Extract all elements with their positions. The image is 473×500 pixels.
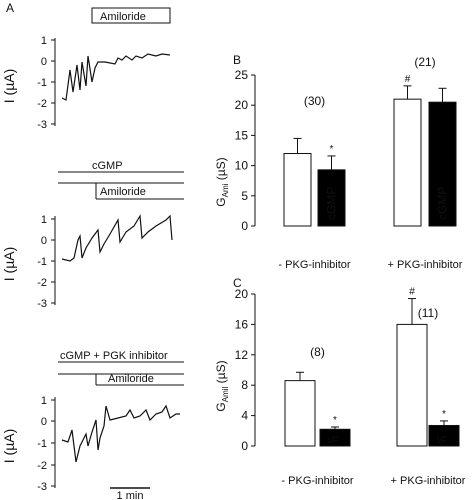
chartc-ytick-label: 8 <box>241 378 248 392</box>
chartb-ytick-label: 20 <box>235 98 249 112</box>
chartb-bar <box>317 169 346 227</box>
chartc-bar <box>428 424 460 447</box>
panel-b-label: B <box>233 53 241 67</box>
chartc-bar-label: I/F <box>437 435 448 445</box>
chartb-bar <box>428 101 457 227</box>
chartc-significance-marker: # <box>409 287 415 298</box>
trace1-ytick: -2 <box>37 98 47 110</box>
chartc-ytick-label: 12 <box>235 348 249 362</box>
trace1-current <box>61 53 171 101</box>
chartc-ytick-label: 20 <box>235 287 249 301</box>
trace3-ytick: -1 <box>37 438 47 450</box>
trace1-ytick: -3 <box>37 119 47 131</box>
trace2-ticks <box>51 218 55 304</box>
chartb-ytick-label: 15 <box>235 128 249 142</box>
chartc-bar <box>396 323 428 447</box>
chartc-count-label: (8) <box>310 345 325 359</box>
chartc-bar-label: I/F <box>328 435 339 445</box>
trace2-ytick: 0 <box>41 235 47 247</box>
trace3-ytick: 1 <box>41 395 47 407</box>
trace3-ylabel: I (µA) <box>1 429 17 464</box>
chartb-ytick-label: 0 <box>241 219 248 233</box>
chartb-bar-label: cGMP <box>325 187 339 220</box>
trace3-amiloride-label: Amiloride <box>108 373 154 385</box>
chartb-ytick-label: 10 <box>235 159 249 173</box>
chartc-category-label: - PKG-inhibitor <box>281 475 353 487</box>
chartb-bar <box>393 98 422 227</box>
trace3-cgmp-label: cGMP + PGK inhibitor <box>60 350 168 362</box>
trace2-ytick: -2 <box>37 277 47 289</box>
trace2-ytick: -1 <box>37 256 47 268</box>
trace3-ytick: -3 <box>37 481 47 493</box>
chartb-bar <box>283 153 312 227</box>
trace-3: cGMP + PGK inhibitor Amiloride 1 0 -1 -2… <box>1 350 184 500</box>
trace-1: Amiloride 1 0 -1 -2 -3 I (µA) <box>1 7 171 131</box>
chartb-ytick-label: 25 <box>235 68 249 82</box>
trace1-amiloride-label: Amiloride <box>100 11 146 23</box>
chartb-significance-marker: * <box>330 144 334 155</box>
chartb-ytick-label: 5 <box>241 189 248 203</box>
trace2-ytick: -3 <box>37 298 47 310</box>
chart-b: 0 5 10 15 20 25 GAmi (µS) cGMP * (30) - PKG-inhibi… <box>214 55 463 271</box>
trace2-ylabel: I (µA) <box>1 247 17 282</box>
chartc-significance-marker: * <box>442 409 446 420</box>
chartc-bar <box>319 428 351 447</box>
chartb-count-label: (21) <box>414 55 435 69</box>
chartb-category-label: - PKG-inhibitor <box>278 259 350 271</box>
trace1-ytick: 1 <box>41 35 47 47</box>
chartc-ytick-label: 0 <box>241 439 248 453</box>
chartc-significance-marker: * <box>333 415 337 426</box>
panel-c-label: C <box>233 276 242 290</box>
trace1-ylabel: I (µA) <box>1 69 17 104</box>
trace1-ytick: -1 <box>37 77 47 89</box>
trace3-ytick: -2 <box>37 460 47 472</box>
chartb-bar-label: cGMP <box>436 187 450 220</box>
scale-bar-label: 1 min <box>117 490 144 500</box>
trace3-ytick: 0 <box>41 416 47 428</box>
trace3-current <box>61 404 180 463</box>
chartc-count-label: (11) <box>418 306 438 320</box>
trace-2: cGMP Amiloride 1 0 -1 -2 -3 I (µA) <box>1 160 184 310</box>
trace2-current <box>61 214 173 262</box>
trace2-amiloride-label: Amiloride <box>100 186 146 198</box>
chartb-category-label: + PKG-inhibitor <box>388 259 463 271</box>
trace1-ticks <box>51 39 55 125</box>
trace1-ytick: 0 <box>41 56 47 68</box>
chartb-count-label: (30) <box>304 94 325 108</box>
chartc-ylabel: GAmil (µS) <box>214 360 230 411</box>
panel-a-label: A <box>6 1 14 15</box>
chart-c: 0 4 8 12 16 20 GAmil (µS) I/F * (8) - PKG-inhibito… <box>214 287 466 487</box>
chartc-category-label: + PKG-inhibitor <box>391 475 466 487</box>
chartb-ylabel: GAmi (µS) <box>214 157 230 206</box>
chartc-ytick-label: 4 <box>241 409 248 423</box>
chartc-bar <box>284 380 316 447</box>
trace2-ytick: 1 <box>41 214 47 226</box>
chartc-ytick-label: 16 <box>235 317 249 331</box>
trace2-cgmp-label: cGMP <box>92 160 123 172</box>
chartb-significance-marker: # <box>405 74 411 85</box>
trace3-ticks <box>51 399 55 487</box>
trace1-amiloride-bar <box>91 7 171 24</box>
